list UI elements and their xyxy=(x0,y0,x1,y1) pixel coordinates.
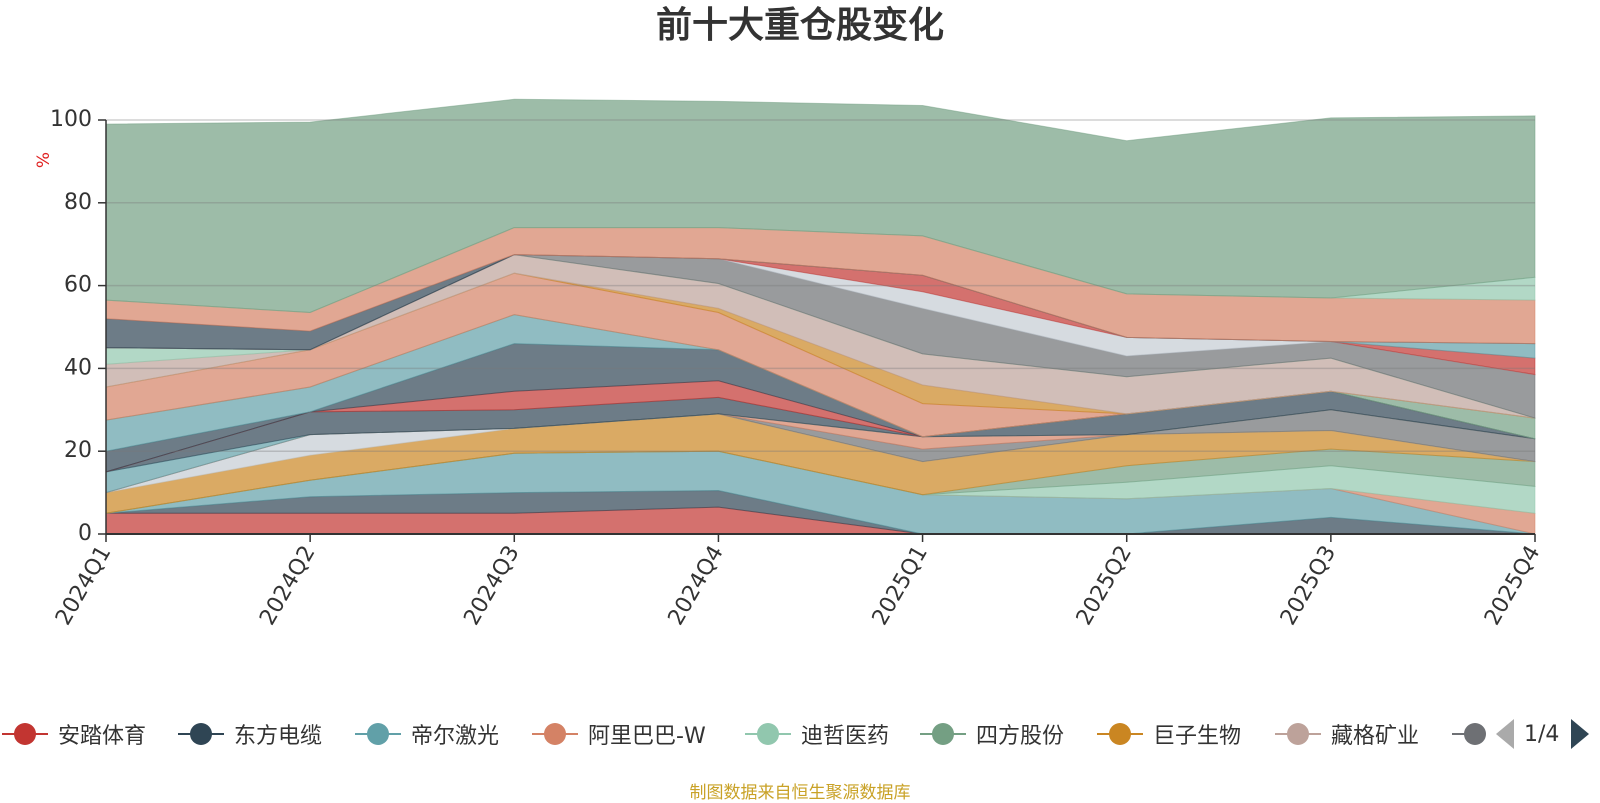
legend-swatch xyxy=(745,723,791,745)
y-tick-label: 0 xyxy=(78,521,92,546)
legend-dot-icon xyxy=(14,723,36,745)
legend-label: 巨子生物 xyxy=(1153,724,1242,749)
legend-item[interactable]: 东方电缆 xyxy=(178,712,322,756)
legend-dot-icon xyxy=(932,723,954,745)
legend-swatch xyxy=(355,723,401,745)
y-tick-label: 80 xyxy=(64,190,92,215)
x-tick-label: 2025Q1 xyxy=(868,542,933,630)
legend-page-indicator: 1/4 xyxy=(1524,721,1560,747)
legend-dot-icon xyxy=(1464,723,1486,745)
legend-dot-icon xyxy=(1109,723,1131,745)
legend-item[interactable]: 帝尔激光 xyxy=(355,712,499,756)
prev-page-icon[interactable] xyxy=(1496,719,1514,749)
legend-label: 东方电缆 xyxy=(234,724,323,749)
legend-swatch xyxy=(1275,723,1321,745)
legend-swatch xyxy=(1097,723,1143,745)
legend-item[interactable]: 四方股份 xyxy=(920,712,1064,756)
legend-swatch xyxy=(2,723,48,745)
legend-item[interactable]: 安踏体育 xyxy=(2,712,146,756)
x-tick-label: 2025Q4 xyxy=(1480,542,1545,630)
legend-dot-icon xyxy=(757,723,779,745)
legend-swatch xyxy=(532,723,578,745)
area-band-29 xyxy=(105,98,1536,314)
legend-item[interactable]: 巨子生物 xyxy=(1097,712,1241,756)
legend-item[interactable] xyxy=(1452,712,1486,756)
legend-label: 安踏体育 xyxy=(58,724,147,749)
legend-dot-icon xyxy=(1287,723,1309,745)
legend-dot-icon xyxy=(367,723,389,745)
legend-swatch xyxy=(1452,723,1486,745)
x-tick-label: 2024Q4 xyxy=(664,542,729,630)
legend-label: 阿里巴巴-W xyxy=(588,724,706,749)
source-note: 制图数据来自恒生聚源数据库 xyxy=(689,783,911,803)
legend-label: 迪哲医药 xyxy=(801,724,890,749)
y-tick-label: 100 xyxy=(50,107,92,132)
legend: 安踏体育 东方电缆 帝尔激光 阿里巴巴-W 迪哲医药 四方股份 巨子生物 藏格矿业 1/4 xyxy=(0,712,1600,756)
legend-label: 藏格矿业 xyxy=(1331,724,1420,749)
legend-swatch xyxy=(178,723,224,745)
y-axis-label: % xyxy=(34,152,54,168)
area-bands xyxy=(105,98,1536,535)
legend-pager: 1/4 xyxy=(1496,712,1590,756)
legend-dot-icon xyxy=(190,723,212,745)
legend-item[interactable]: 藏格矿业 xyxy=(1275,712,1419,756)
x-tick-label: 2024Q1 xyxy=(51,542,116,630)
legend-item[interactable]: 迪哲医药 xyxy=(745,712,889,756)
legend-label: 帝尔激光 xyxy=(411,724,500,749)
x-tick-label: 2024Q3 xyxy=(459,542,524,630)
y-tick-label: 60 xyxy=(64,273,92,298)
x-tick-label: 2024Q2 xyxy=(255,542,320,630)
x-tick-label: 2025Q2 xyxy=(1072,542,1137,630)
grid-lines xyxy=(106,119,1535,452)
y-tick-label: 20 xyxy=(64,438,92,463)
y-tick-label: 40 xyxy=(64,355,92,380)
legend-label: 四方股份 xyxy=(976,724,1065,749)
next-page-icon[interactable] xyxy=(1571,719,1590,749)
x-tick-label: 2025Q3 xyxy=(1276,542,1341,630)
chart-title: 前十大重仓股变化 xyxy=(655,5,944,46)
legend-dot-icon xyxy=(544,723,566,745)
legend-item[interactable]: 阿里巴巴-W xyxy=(532,712,706,756)
legend-swatch xyxy=(920,723,966,745)
